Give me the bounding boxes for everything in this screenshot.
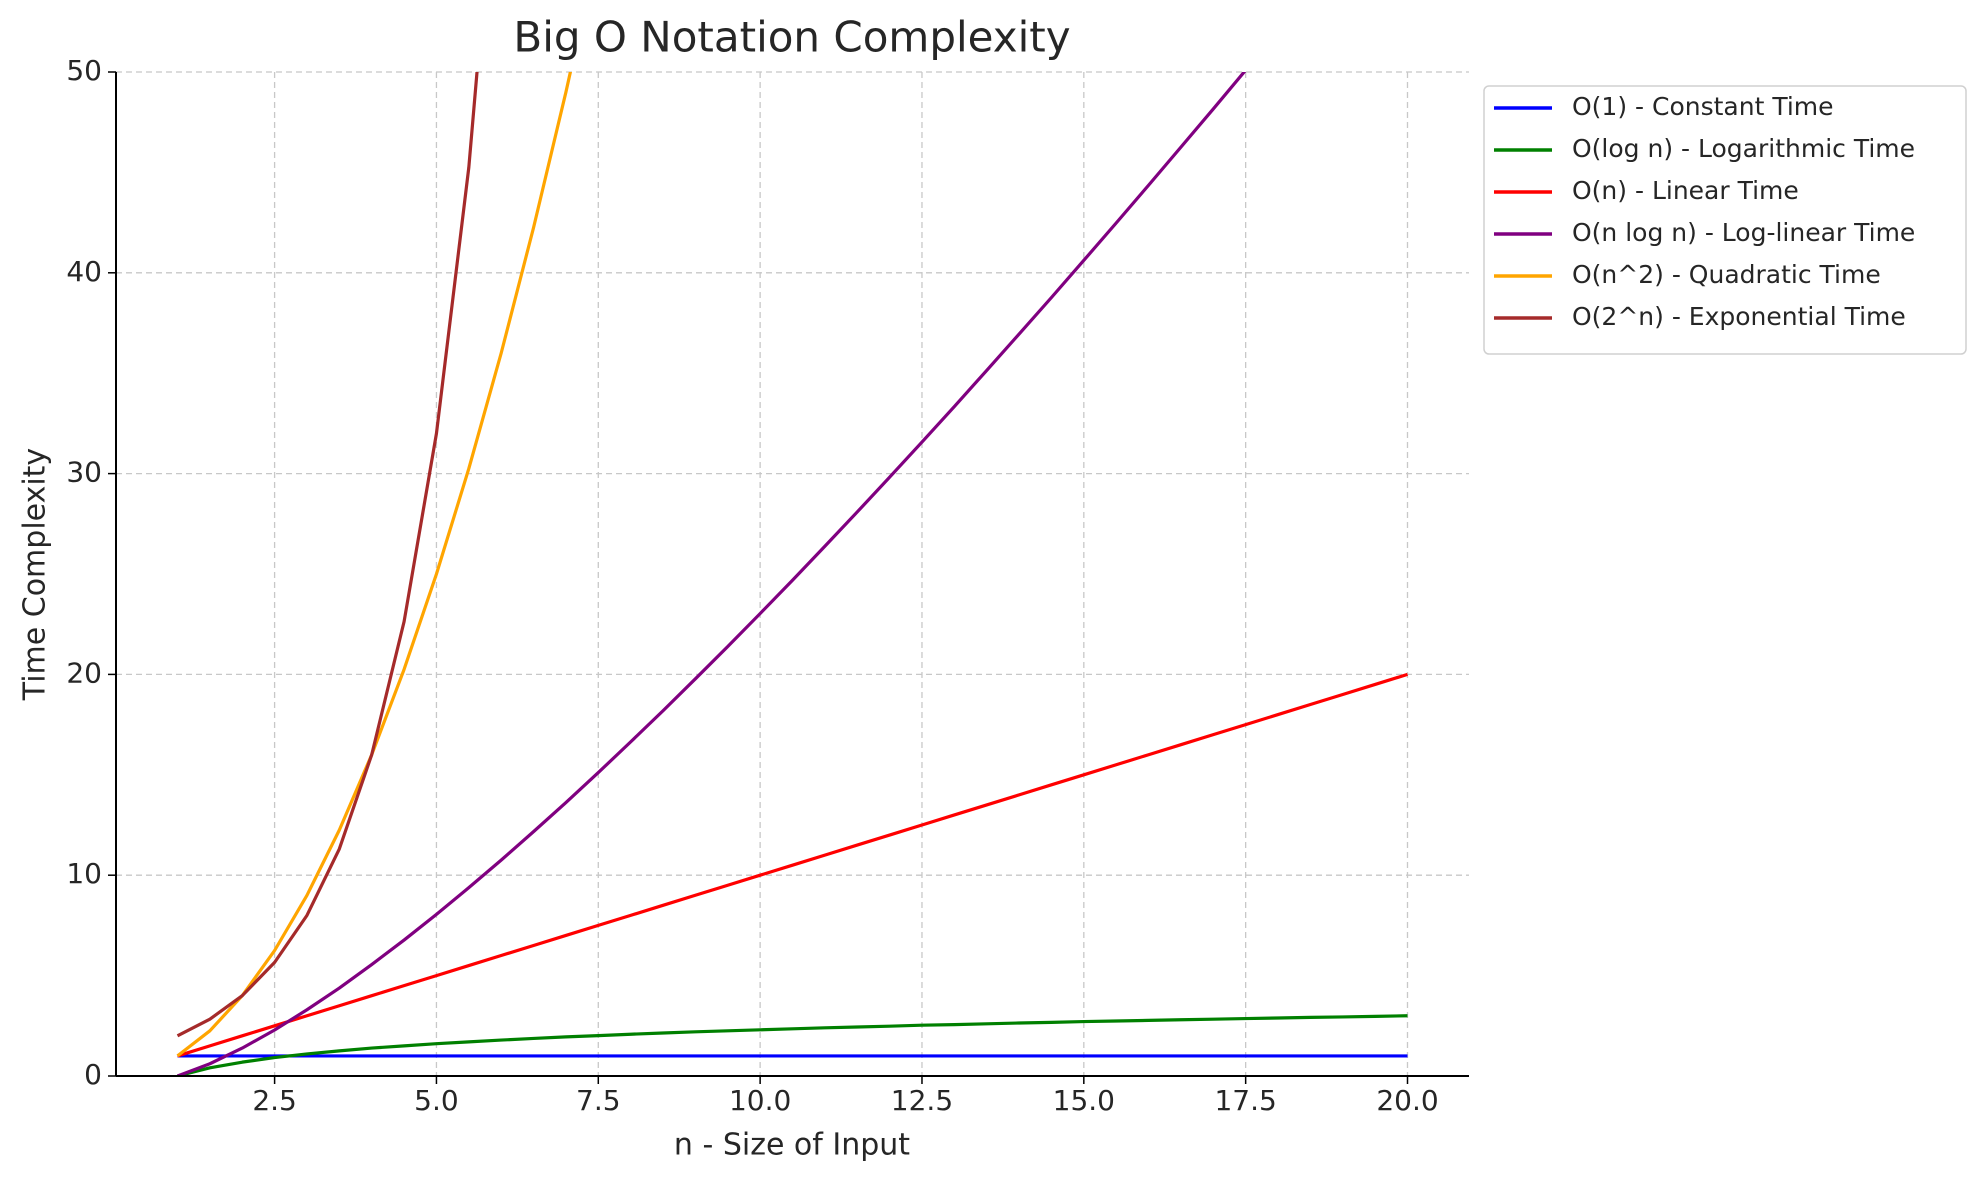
x-tick-label: 12.5 [891,1084,953,1117]
x-tick-label: 2.5 [252,1084,297,1117]
y-tick-label: 30 [66,456,102,489]
legend-label: O(n^2) - Quadratic Time [1572,260,1881,289]
series-line [177,1014,1408,1076]
y-tick-label: 10 [66,857,102,890]
legend-label: O(n) - Linear Time [1572,176,1799,205]
series-line [176,72,1247,1076]
x-tick-label: 15.0 [1053,1084,1115,1117]
x-tick-label: 20.0 [1376,1084,1438,1117]
chart-title: Big O Notation Complexity [513,13,1070,62]
x-axis-label: n - Size of Input [674,1128,910,1163]
y-tick-label: 50 [66,54,102,87]
y-axis-label: Time Complexity [18,448,53,701]
series-line [176,72,573,1058]
x-tick-label: 10.0 [729,1084,791,1117]
x-tick-label: 5.0 [414,1084,459,1117]
legend-label: O(n log n) - Log-linear Time [1572,218,1915,247]
series-line [178,0,1408,1038]
y-tick-label: 40 [66,255,102,288]
legend-label: O(2^n) - Exponential Time [1572,302,1906,331]
legend-box [1483,85,1967,355]
legend-label: O(1) - Constant Time [1572,92,1834,121]
series-line [177,672,1408,1058]
legend-label: O(log n) - Logarithmic Time [1572,134,1915,163]
x-tick-label: 7.5 [576,1084,621,1117]
x-tick-label: 17.5 [1214,1084,1276,1117]
y-tick-label: 20 [66,656,102,689]
plot-area [176,0,1408,1076]
y-tick-label: 0 [84,1058,102,1091]
